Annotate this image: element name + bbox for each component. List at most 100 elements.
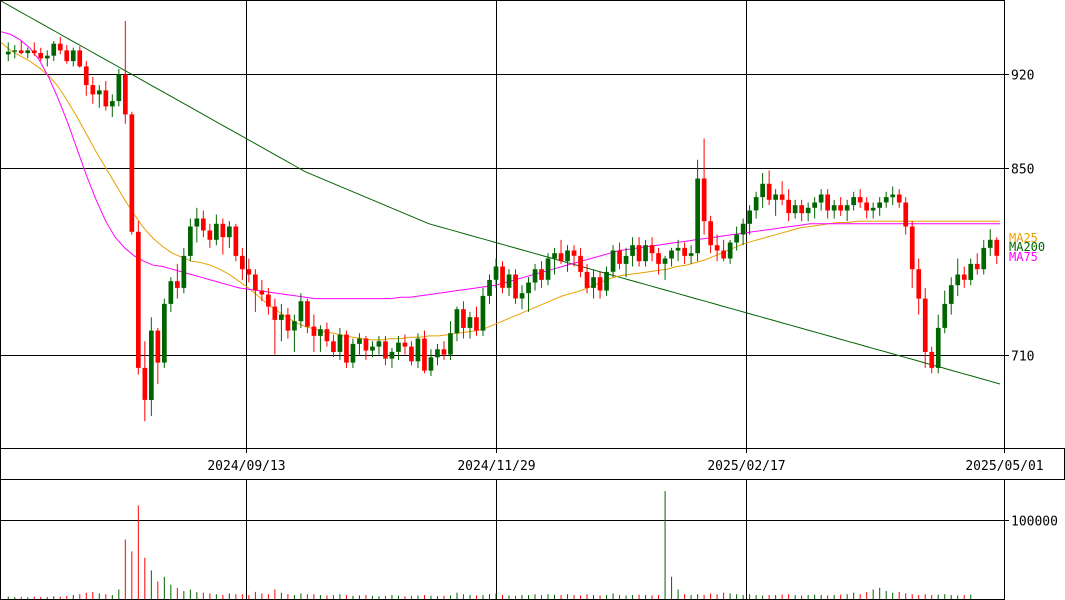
candle	[727, 239, 733, 264]
candle	[844, 199, 850, 222]
candle	[552, 247, 557, 275]
candle-body	[734, 234, 739, 243]
candle-body	[240, 255, 245, 270]
date-tick-label: 2025/05/01	[965, 459, 1043, 474]
candle	[545, 253, 551, 286]
candle-body	[201, 218, 206, 231]
candle-body	[838, 205, 843, 211]
candle	[708, 215, 713, 254]
candle	[402, 334, 408, 355]
candle-body	[597, 277, 603, 291]
candle-body	[298, 301, 304, 322]
candle	[857, 189, 863, 208]
candle-body	[487, 279, 492, 296]
candle-body	[155, 330, 161, 363]
candle-body	[643, 245, 648, 262]
candle	[779, 181, 785, 206]
candle-body	[292, 321, 297, 331]
candle	[851, 191, 856, 211]
candle-body	[896, 194, 902, 203]
candle-body	[422, 338, 427, 371]
candle	[246, 258, 252, 283]
candle-body	[97, 90, 102, 95]
candle	[103, 81, 109, 111]
candle-body	[916, 269, 922, 299]
candle	[259, 279, 265, 302]
candle-body	[246, 269, 252, 275]
candle	[987, 229, 993, 256]
volume-axis-ticks: 100000	[1004, 515, 1058, 530]
candle	[610, 245, 616, 278]
candle	[188, 218, 193, 262]
candle-body	[877, 202, 882, 208]
candle	[350, 338, 356, 368]
candle	[376, 335, 382, 355]
candle-body	[571, 250, 577, 256]
ma75-line	[0, 31, 1000, 300]
candle	[539, 261, 544, 288]
candle	[253, 269, 258, 312]
candle-body	[116, 74, 122, 102]
candle-body	[630, 245, 635, 256]
candle-body	[389, 351, 395, 359]
candle-body	[961, 274, 967, 280]
candle-body	[636, 245, 642, 262]
candle-body	[740, 223, 746, 235]
candle-body	[935, 327, 941, 368]
candle	[461, 301, 466, 339]
candle-body	[363, 338, 369, 351]
ma-label-ma200: MA200	[1009, 240, 1045, 254]
candle	[955, 258, 961, 296]
candle	[70, 47, 76, 67]
candle-body	[337, 334, 343, 352]
candle-body	[311, 326, 317, 336]
candle	[734, 226, 739, 251]
candle	[701, 138, 707, 235]
candle-body	[890, 194, 896, 198]
candle	[441, 341, 447, 360]
candle	[675, 239, 681, 262]
candle	[500, 261, 505, 294]
candle	[467, 311, 473, 339]
candle-body	[70, 50, 76, 62]
candle-body	[526, 282, 531, 294]
candle	[656, 247, 661, 275]
candle	[721, 239, 726, 262]
candle	[370, 341, 375, 358]
ma200-line	[0, 0, 1001, 385]
candle	[155, 327, 161, 384]
candle	[688, 245, 694, 264]
candle-body	[18, 50, 24, 54]
candle	[428, 349, 434, 376]
candle-body	[981, 247, 987, 270]
candle-body	[136, 231, 141, 368]
date-tick-label: 2024/09/13	[207, 459, 285, 474]
candle	[948, 277, 954, 315]
candle-body	[909, 226, 915, 270]
candle	[558, 239, 564, 264]
candle	[168, 277, 174, 312]
candle	[714, 234, 720, 262]
candle-body	[168, 281, 174, 304]
candle	[805, 202, 811, 222]
candle-body	[44, 55, 50, 59]
candle	[331, 334, 336, 358]
candle	[175, 263, 180, 299]
candle	[285, 307, 291, 339]
candle-body	[552, 253, 557, 259]
candle-body	[688, 253, 694, 256]
candle-body	[844, 205, 850, 211]
candle	[935, 314, 941, 374]
candle-body	[662, 258, 668, 264]
candle	[870, 202, 876, 219]
candle	[838, 197, 843, 216]
candle	[929, 346, 935, 374]
candle-body	[409, 346, 414, 362]
candle	[487, 274, 492, 304]
candle-body	[714, 245, 720, 251]
candle-body	[825, 194, 830, 211]
candle	[591, 269, 596, 299]
candle	[760, 173, 765, 208]
price-tick-label: 850	[1011, 163, 1034, 178]
